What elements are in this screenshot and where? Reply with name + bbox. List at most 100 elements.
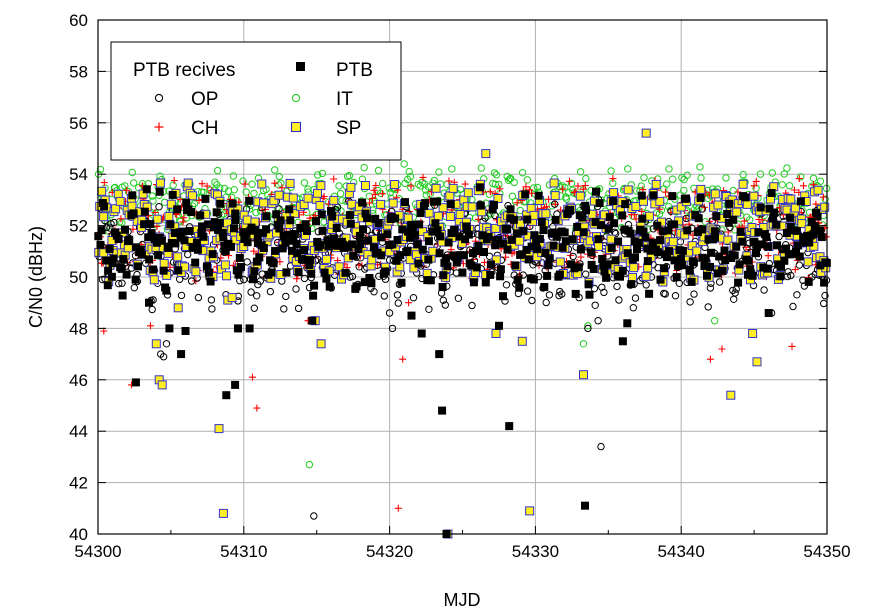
data-point bbox=[764, 309, 773, 317]
data-point bbox=[438, 406, 447, 415]
data-point bbox=[315, 201, 325, 210]
data-point bbox=[692, 246, 702, 256]
data-point bbox=[722, 174, 730, 182]
data-point bbox=[523, 176, 532, 184]
data-point bbox=[157, 380, 167, 390]
data-point bbox=[419, 173, 427, 181]
data-point bbox=[790, 186, 798, 194]
data-point bbox=[181, 327, 190, 335]
data-point bbox=[185, 227, 194, 235]
data-point bbox=[769, 214, 778, 223]
data-point bbox=[279, 231, 288, 240]
data-point bbox=[665, 165, 673, 173]
data-point bbox=[300, 246, 309, 255]
data-point bbox=[698, 205, 706, 213]
data-point bbox=[491, 329, 501, 338]
data-point bbox=[729, 215, 738, 224]
data-point bbox=[632, 187, 641, 195]
data-point bbox=[519, 227, 528, 236]
data-point bbox=[639, 227, 648, 236]
data-point bbox=[680, 186, 688, 195]
data-point bbox=[155, 187, 164, 196]
data-point bbox=[426, 190, 434, 198]
data-point bbox=[235, 253, 244, 262]
data-point bbox=[522, 183, 530, 191]
data-point bbox=[712, 212, 721, 221]
data-point bbox=[648, 238, 657, 247]
data-point bbox=[204, 268, 213, 277]
data-point bbox=[797, 173, 805, 181]
data-point bbox=[134, 262, 142, 271]
data-point bbox=[541, 248, 550, 257]
data-point bbox=[250, 189, 258, 198]
data-point bbox=[604, 224, 613, 233]
data-point bbox=[777, 262, 785, 271]
data-point bbox=[813, 185, 823, 195]
data-point bbox=[214, 424, 224, 434]
data-point bbox=[328, 212, 337, 221]
data-point bbox=[515, 283, 524, 292]
data-point bbox=[433, 197, 441, 206]
data-point bbox=[623, 249, 632, 258]
data-point bbox=[203, 262, 211, 271]
data-point bbox=[623, 185, 633, 195]
data-point bbox=[579, 185, 587, 193]
data-point bbox=[607, 243, 616, 252]
data-point bbox=[355, 231, 364, 240]
data-point bbox=[634, 238, 643, 247]
data-point bbox=[346, 182, 356, 192]
data-point bbox=[276, 216, 285, 225]
data-point bbox=[663, 253, 671, 262]
data-point bbox=[550, 228, 559, 237]
data-point bbox=[257, 207, 265, 215]
data-point bbox=[286, 216, 295, 225]
data-point bbox=[587, 260, 596, 269]
data-point bbox=[111, 204, 121, 214]
data-point bbox=[424, 237, 433, 246]
data-point bbox=[785, 182, 794, 190]
data-point bbox=[803, 257, 813, 267]
data-point bbox=[206, 277, 215, 286]
data-point bbox=[296, 223, 305, 232]
x-tick-label: 54340 bbox=[658, 542, 705, 561]
data-point bbox=[782, 229, 791, 237]
data-point bbox=[153, 222, 161, 230]
data-point bbox=[272, 210, 281, 219]
legend-label-sp: SP bbox=[336, 118, 361, 139]
data-point bbox=[805, 238, 814, 247]
data-point bbox=[237, 263, 245, 271]
data-point bbox=[131, 378, 140, 387]
data-point bbox=[616, 272, 624, 281]
data-point bbox=[534, 191, 543, 200]
data-point bbox=[660, 264, 669, 273]
data-point bbox=[566, 205, 575, 214]
data-point bbox=[638, 208, 646, 215]
data-point bbox=[530, 231, 539, 240]
data-point bbox=[405, 299, 413, 307]
data-point bbox=[322, 274, 331, 283]
data-point bbox=[222, 271, 231, 281]
data-point bbox=[360, 163, 368, 172]
data-point bbox=[203, 182, 211, 190]
data-point bbox=[377, 251, 386, 260]
data-point bbox=[720, 246, 729, 255]
data-point bbox=[678, 261, 686, 270]
data-point bbox=[584, 322, 592, 330]
data-point bbox=[467, 261, 476, 270]
data-point bbox=[672, 273, 681, 282]
data-point bbox=[519, 271, 527, 279]
data-point bbox=[97, 226, 106, 235]
data-point bbox=[147, 229, 156, 238]
data-point bbox=[710, 189, 720, 199]
data-point bbox=[545, 254, 554, 263]
data-point bbox=[555, 257, 565, 267]
data-point bbox=[592, 187, 600, 196]
data-point bbox=[468, 301, 476, 310]
data-point bbox=[491, 255, 501, 265]
data-point bbox=[663, 180, 671, 188]
data-point bbox=[157, 236, 166, 245]
data-point bbox=[478, 231, 487, 240]
data-point bbox=[199, 232, 208, 241]
data-point bbox=[430, 176, 438, 185]
data-point bbox=[195, 197, 203, 204]
